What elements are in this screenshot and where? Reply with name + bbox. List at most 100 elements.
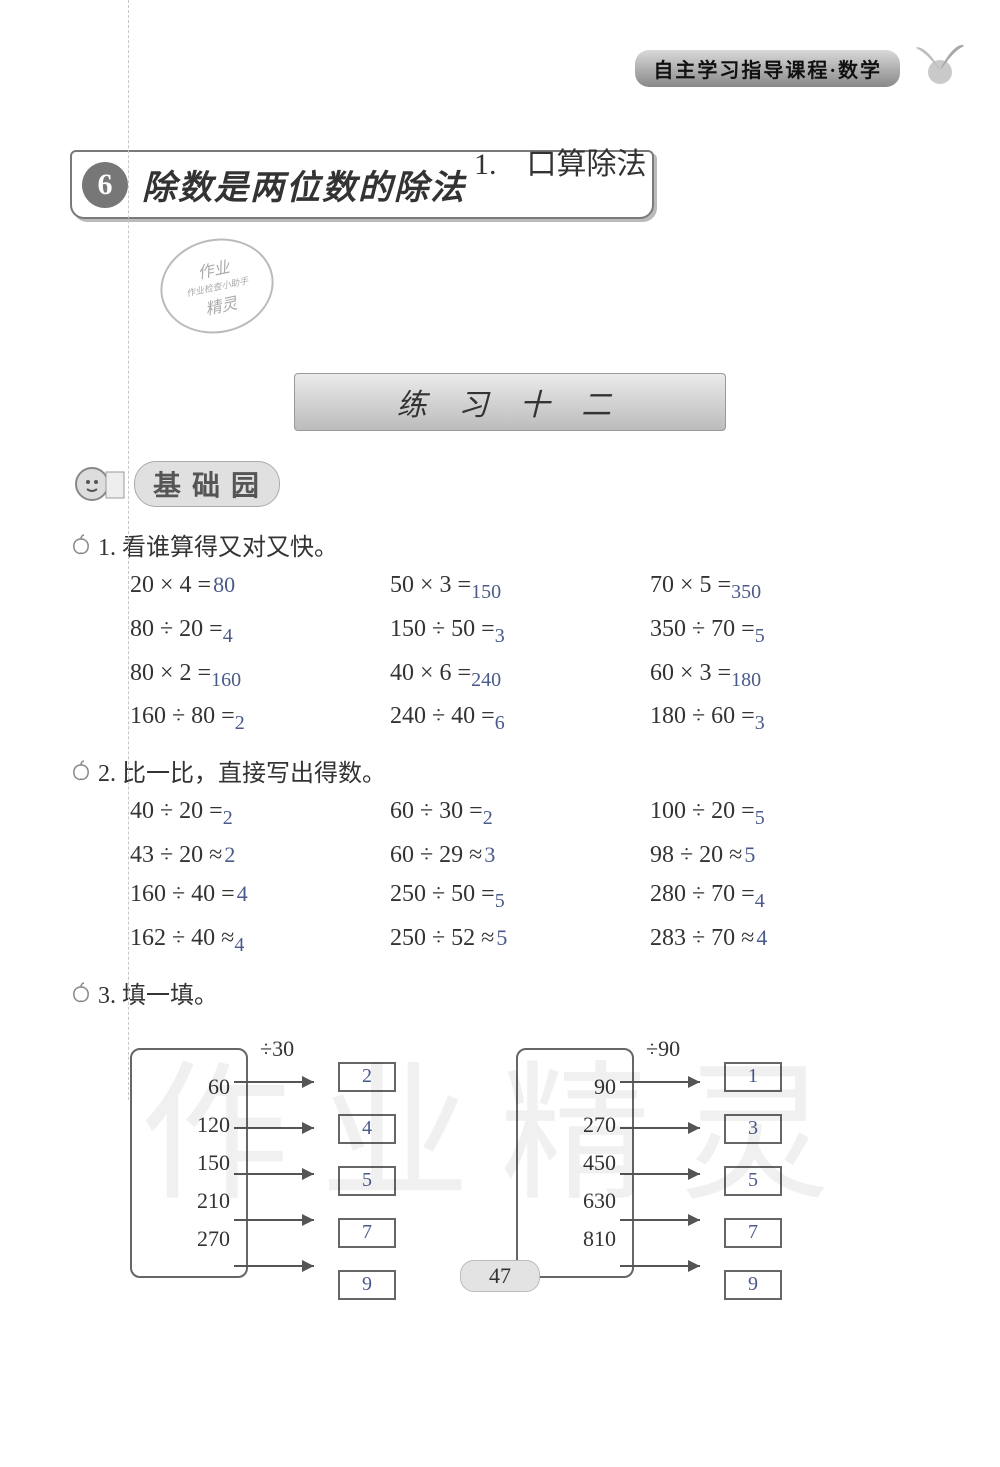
in-item: 270 [530, 1106, 620, 1144]
eq-expr: 283 ÷ 70 ≈ [650, 925, 754, 951]
q2-grid: 40 ÷ 20 =2 60 ÷ 30 =2 100 ÷ 20 =5 43 ÷ 2… [130, 798, 950, 956]
section-name: 口算除法 [527, 148, 647, 181]
sprout-icon [910, 30, 970, 90]
eq-expr: 70 × 5 = [650, 572, 731, 598]
chapter-number-badge: 6 [82, 162, 128, 208]
area-label: 基 础 园 [70, 461, 950, 507]
eq-cell: 20 × 4 =80 [130, 572, 390, 604]
area-text: 基 础 园 [134, 461, 280, 507]
eq-expr: 150 ÷ 50 = [390, 616, 495, 642]
apple-icon [70, 981, 92, 1003]
in-item: 270 [144, 1220, 234, 1258]
eq-expr: 100 ÷ 20 = [650, 798, 755, 824]
eq-answer: 4 [234, 934, 244, 956]
eq-answer: 4 [223, 625, 233, 647]
eq-expr: 350 ÷ 70 = [650, 616, 755, 642]
eq-expr: 80 ÷ 20 = [130, 616, 223, 642]
eq-answer: 350 [731, 581, 761, 603]
eq-expr: 162 ÷ 40 ≈ [130, 925, 234, 951]
eq-answer: 5 [755, 625, 765, 647]
eq-cell: 43 ÷ 20 ≈2 [130, 842, 390, 869]
diagram-right: ÷90 90 270 450 630 810 1 3 5 7 [516, 1030, 782, 1300]
op-label-left: ÷30 [260, 1036, 294, 1062]
eq-cell: 60 ÷ 29 ≈3 [390, 842, 650, 869]
eq-cell: 180 ÷ 60 =3 [650, 703, 910, 735]
eq-answer: 2 [235, 712, 245, 734]
eq-answer: 150 [471, 581, 501, 603]
eq-expr: 60 ÷ 29 ≈ [390, 842, 482, 868]
eq-answer: 180 [731, 668, 761, 690]
in-item: 810 [530, 1220, 620, 1258]
eq-cell: 50 × 3 =150 [390, 572, 650, 604]
eq-expr: 160 ÷ 80 = [130, 703, 235, 729]
stamp-line3: 精灵 [203, 289, 239, 319]
in-item: 90 [530, 1068, 620, 1106]
section-title: 1. 口算除法 [474, 139, 647, 183]
out-box: 3 [724, 1114, 782, 1144]
eq-answer: 240 [471, 668, 501, 690]
eq-answer: 5 [495, 890, 505, 912]
character-icon [70, 462, 130, 506]
eq-expr: 40 ÷ 20 = [130, 798, 223, 824]
question-1-text: 1. 看谁算得又对又快。 [98, 527, 338, 562]
out-box: 2 [338, 1062, 396, 1092]
out-box: 5 [724, 1166, 782, 1196]
eq-cell: 162 ÷ 40 ≈4 [130, 925, 390, 957]
page-number: 47 [460, 1260, 540, 1292]
eq-cell: 40 ÷ 20 =2 [130, 798, 390, 830]
eq-cell: 240 ÷ 40 =6 [390, 703, 650, 735]
q3-diagrams: ÷30 60 120 150 210 270 2 4 5 7 [130, 1030, 950, 1300]
diagram-left: ÷30 60 120 150 210 270 2 4 5 7 [130, 1030, 396, 1300]
eq-answer: 3 [755, 712, 765, 734]
out-box: 4 [338, 1114, 396, 1144]
out-box: 9 [338, 1270, 396, 1300]
eq-answer: 2 [223, 807, 233, 829]
eq-expr: 240 ÷ 40 = [390, 703, 495, 729]
eq-answer: 4 [755, 890, 765, 912]
eq-cell: 280 ÷ 70 =4 [650, 881, 910, 913]
eq-expr: 160 ÷ 40 = [130, 881, 235, 907]
in-item: 120 [144, 1106, 234, 1144]
eq-cell: 98 ÷ 20 ≈5 [650, 842, 910, 869]
out-box: 5 [338, 1166, 396, 1196]
apple-icon [70, 759, 92, 781]
q1-grid: 20 × 4 =80 50 × 3 =150 70 × 5 =350 80 ÷ … [130, 572, 950, 735]
eq-expr: 50 × 3 = [390, 572, 471, 598]
eq-expr: 20 × 4 = [130, 572, 211, 598]
eq-answer: 5 [755, 807, 765, 829]
eq-expr: 98 ÷ 20 ≈ [650, 842, 742, 868]
section-number: 1. [474, 148, 497, 181]
eq-cell: 250 ÷ 50 =5 [390, 881, 650, 913]
input-box-right: 90 270 450 630 810 [516, 1048, 634, 1278]
eq-expr: 180 ÷ 60 = [650, 703, 755, 729]
margin-line [128, 0, 129, 1100]
eq-cell: 350 ÷ 70 =5 [650, 616, 910, 648]
eq-answer: 4 [237, 881, 248, 906]
arrows-icon [234, 1062, 324, 1292]
eq-cell: 60 × 3 =180 [650, 660, 910, 692]
output-col-left: 2 4 5 7 9 [338, 1062, 396, 1300]
page: 自主学习指导课程·数学 6 除数是两位数的除法 作业 作业检查小助手 精灵 1.… [0, 0, 1000, 1320]
stamp-icon: 作业 作业检查小助手 精灵 [151, 228, 282, 344]
header-badge: 自主学习指导课程·数学 [635, 50, 900, 87]
in-item: 60 [144, 1068, 234, 1106]
eq-answer: 6 [495, 712, 505, 734]
eq-cell: 70 × 5 =350 [650, 572, 910, 604]
eq-answer: 4 [756, 925, 767, 950]
eq-expr: 43 ÷ 20 ≈ [130, 842, 222, 868]
eq-expr: 60 ÷ 30 = [390, 798, 483, 824]
eq-answer: 5 [744, 842, 755, 867]
question-2-text: 2. 比一比，直接写出得数。 [98, 753, 386, 788]
apple-icon [70, 533, 92, 555]
op-label-right: ÷90 [646, 1036, 680, 1062]
eq-cell: 60 ÷ 30 =2 [390, 798, 650, 830]
question-2-heading: 2. 比一比，直接写出得数。 [70, 753, 950, 788]
eq-expr: 250 ÷ 52 ≈ [390, 925, 494, 951]
question-1-heading: 1. 看谁算得又对又快。 [70, 527, 950, 562]
eq-expr: 80 × 2 = [130, 660, 211, 686]
eq-expr: 280 ÷ 70 = [650, 881, 755, 907]
eq-expr: 40 × 6 = [390, 660, 471, 686]
practice-banner: 练 习 十 二 [294, 373, 726, 431]
eq-cell: 160 ÷ 80 =2 [130, 703, 390, 735]
eq-cell: 150 ÷ 50 =3 [390, 616, 650, 648]
